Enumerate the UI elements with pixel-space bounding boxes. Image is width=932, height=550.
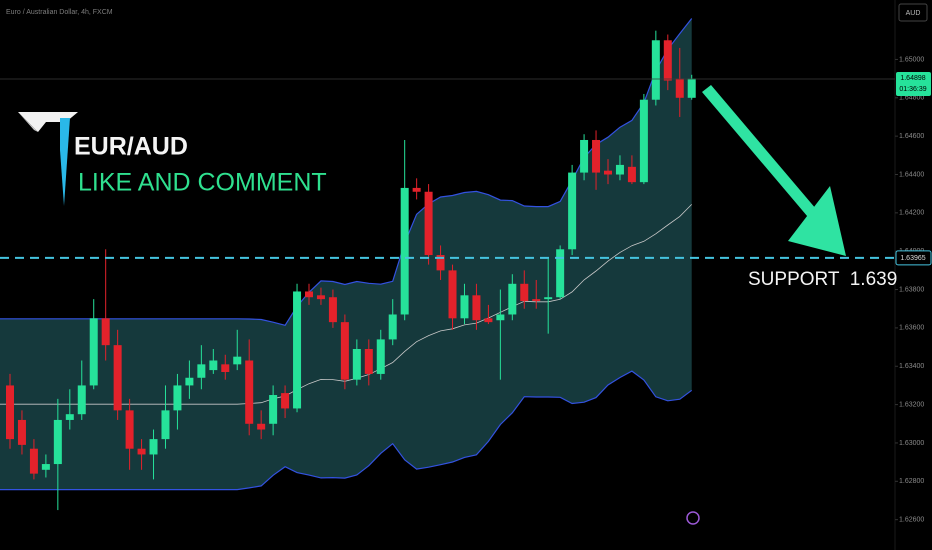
currency-box: [898, 3, 928, 22]
y-tick-label: 1.63400: [899, 363, 924, 370]
support-label: 1.63965: [900, 255, 925, 262]
candle-body: [520, 283, 529, 302]
bollinger-bands: [0, 18, 693, 491]
candle-body: [448, 270, 457, 319]
candle-body: [352, 348, 361, 380]
candle-body: [556, 249, 565, 298]
candle-body: [221, 364, 230, 373]
y-tick-label: 1.63800: [899, 286, 924, 293]
candle-body: [412, 187, 421, 192]
candle-body: [651, 40, 660, 100]
candle-body: [209, 360, 218, 371]
last-price-tag: [896, 72, 931, 97]
candle-body: [161, 410, 170, 440]
candle-body: [639, 99, 648, 183]
candle-body: [424, 191, 433, 256]
candle-body: [627, 166, 636, 183]
candle-body: [197, 364, 206, 378]
currency-label: AUD: [906, 10, 921, 17]
y-tick-label: 1.62800: [899, 478, 924, 485]
candle-body: [472, 295, 481, 321]
arrow: [702, 85, 846, 256]
candle-body: [400, 187, 409, 315]
candle-body: [233, 356, 242, 365]
candle-body: [293, 291, 302, 409]
candle-body: [281, 393, 290, 409]
subtitle: LIKE AND COMMENT: [78, 169, 327, 197]
candle-body: [604, 170, 612, 175]
candle-body: [149, 439, 158, 455]
candle-body: [615, 164, 624, 175]
candle-body: [340, 322, 349, 380]
candle-body: [305, 291, 313, 298]
last-price-label: 1.64898: [900, 75, 925, 82]
candle-body: [65, 414, 74, 420]
candle-body: [687, 78, 696, 98]
candle-body: [113, 345, 122, 411]
y-tick-label: 1.64200: [899, 210, 924, 217]
logo: [18, 112, 78, 206]
y-tick-label: 1.63600: [899, 325, 924, 332]
y-tick-label: 1.62600: [899, 517, 924, 524]
candle-body: [125, 410, 134, 449]
support-annotation: SUPPORT 1.639: [748, 269, 897, 290]
symbol-legend: Euro / Australian Dollar, 4h, FXCM: [6, 9, 113, 16]
candle-body: [496, 314, 505, 321]
candle-body: [89, 318, 98, 386]
band-upper: [0, 18, 693, 326]
y-tick-label: 1.65000: [899, 56, 924, 63]
candle-body: [436, 255, 445, 271]
candle-body: [269, 395, 278, 424]
candle-body: [137, 448, 146, 455]
candle-body: [173, 385, 182, 411]
band-area: [0, 18, 692, 490]
candle-body: [580, 139, 589, 173]
candle-body: [185, 377, 194, 386]
candle-body: [532, 299, 541, 302]
candle-body: [508, 283, 517, 315]
candle-body: [17, 419, 26, 445]
candle-body: [257, 423, 266, 430]
candle-body: [568, 172, 577, 250]
y-tick-label: 1.64400: [899, 171, 924, 178]
event-icon: [686, 511, 700, 525]
candle-body: [544, 297, 553, 300]
support-tag: [895, 250, 932, 266]
candle-body: [460, 295, 469, 319]
countdown-label: 01:36:39: [899, 86, 926, 93]
candle-body: [101, 318, 110, 346]
candle-body: [6, 385, 14, 440]
y-tick-label: 1.64800: [899, 95, 924, 102]
candles: [6, 30, 696, 511]
band-lower: [0, 370, 693, 491]
candle-body: [328, 297, 337, 323]
y-tick-label: 1.63200: [899, 401, 924, 408]
title: EUR/AUD: [74, 133, 188, 161]
candle-body: [77, 385, 86, 415]
candle-body: [388, 314, 397, 340]
candle-body: [29, 448, 38, 474]
candle-body: [41, 464, 50, 470]
candle-body: [364, 348, 373, 374]
candle-body: [316, 295, 325, 300]
y-tick-label: 1.63000: [899, 440, 924, 447]
band-middle: [0, 204, 692, 405]
candle-body: [53, 419, 62, 465]
candle-body: [245, 360, 254, 424]
candle-body: [592, 139, 601, 173]
candle-body: [675, 78, 684, 98]
candle-body: [376, 339, 385, 374]
y-tick-label: 1.64600: [899, 133, 924, 140]
candle-body: [663, 40, 672, 81]
candle-body: [484, 318, 493, 323]
